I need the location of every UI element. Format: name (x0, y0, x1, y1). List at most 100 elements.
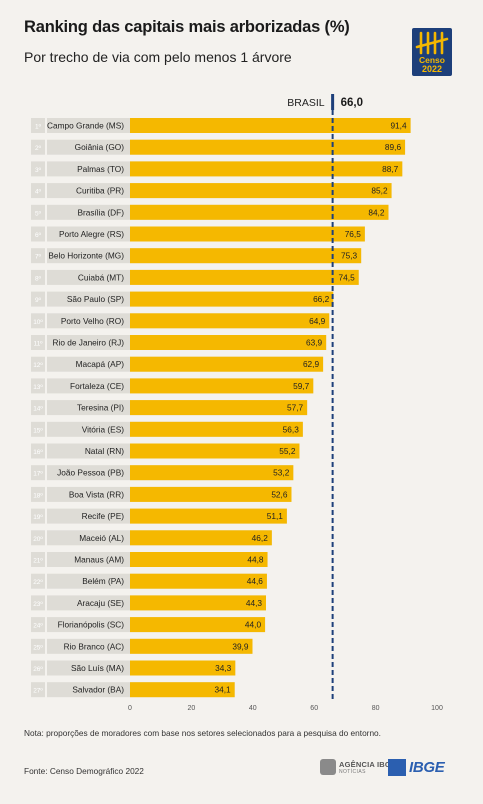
rank-box (31, 660, 45, 676)
bar (130, 682, 235, 698)
bar (130, 573, 267, 589)
rank-box (31, 638, 45, 654)
category-label: Aracaju (SE) (77, 598, 124, 608)
rank-box (31, 508, 45, 524)
value-label: 44,6 (247, 576, 264, 586)
category-label: Palmas (TO) (77, 164, 124, 174)
category-label: Recife (PE) (82, 511, 125, 521)
value-label: 84,2 (368, 207, 385, 217)
rank-box (31, 617, 45, 633)
category-label: Belém (PA) (82, 576, 124, 586)
bar (130, 638, 253, 654)
rank-label: 20º (33, 536, 43, 543)
rank-label: 12º (33, 362, 43, 369)
reference-marker (331, 94, 335, 110)
logo-line2: 2022 (421, 64, 443, 74)
category-label: São Paulo (SP) (67, 294, 124, 304)
rank-label: 7º (35, 254, 42, 261)
category-label: João Pessoa (PB) (57, 468, 124, 478)
bar (130, 204, 389, 220)
rank-label: 2º (35, 145, 42, 152)
rank-label: 16º (33, 449, 43, 456)
category-label: Brasília (DF) (77, 207, 124, 217)
bar (130, 530, 272, 546)
rank-label: 10º (33, 319, 43, 326)
category-label: Rio Branco (AC) (64, 641, 125, 651)
rank-label: 17º (33, 471, 43, 478)
rank-label: 1º (35, 124, 42, 131)
value-label: 53,2 (273, 468, 290, 478)
x-tick-label: 80 (372, 705, 380, 712)
x-tick-label: 20 (188, 705, 196, 712)
rank-label: 8º (35, 275, 42, 282)
category-label: Florianópolis (SC) (58, 620, 125, 630)
category-label: Curitiba (PR) (76, 186, 124, 196)
bar (130, 335, 327, 350)
value-label: 44,3 (246, 598, 263, 608)
category-label: Natal (RN) (85, 446, 124, 456)
bar (130, 161, 403, 177)
rank-label: 21º (33, 558, 43, 565)
rank-box (31, 378, 45, 394)
rank-box (31, 291, 45, 307)
reference-label: BRASIL (287, 97, 325, 109)
bar (130, 552, 268, 567)
value-label: 59,7 (293, 381, 310, 391)
ibge-logo: IBGE (388, 758, 452, 778)
rank-label: 11º (33, 341, 43, 348)
ibge-logo-text: IBGE (409, 759, 445, 776)
rank-label: 27º (33, 688, 43, 695)
rank-label: 18º (33, 492, 43, 499)
value-label: 55,2 (279, 446, 296, 456)
bar (130, 291, 334, 307)
category-label: Boa Vista (RR) (69, 489, 124, 499)
rank-label: 23º (33, 601, 43, 608)
value-label: 39,9 (232, 641, 249, 651)
category-label: Salvador (BA) (72, 685, 124, 695)
bar (130, 660, 236, 676)
bar (130, 183, 392, 199)
reference-value-label: 66,0 (341, 97, 363, 109)
bar (130, 226, 365, 242)
rank-box (31, 595, 45, 611)
value-label: 66,2 (313, 294, 330, 304)
category-label: Vitória (ES) (82, 424, 125, 434)
category-label: Cuiabá (MT) (78, 272, 124, 282)
category-label: Teresina (PI) (77, 403, 124, 413)
bar (130, 313, 330, 329)
category-label: Fortaleza (CE) (70, 381, 124, 391)
rank-box (31, 269, 45, 285)
category-label: Belo Horizonte (MG) (48, 251, 124, 261)
ibge-flag-icon (388, 759, 406, 776)
rank-box (31, 335, 45, 350)
category-label: Goiânia (GO) (75, 142, 125, 152)
value-label: 91,4 (390, 121, 407, 131)
value-label: 51,1 (267, 511, 284, 521)
rank-box (31, 573, 45, 589)
rank-label: 3º (35, 167, 42, 174)
chart-note: Nota: proporções de moradores com base n… (24, 728, 381, 738)
category-label: Maceió (AL) (79, 533, 124, 543)
rank-box (31, 682, 45, 698)
rank-label: 15º (33, 427, 43, 434)
rank-label: 13º (33, 384, 43, 391)
category-label: Manaus (AM) (74, 555, 124, 565)
rank-box (31, 226, 45, 242)
rank-box (31, 465, 45, 481)
rank-box (31, 421, 45, 437)
category-label: São Luís (MA) (71, 663, 124, 673)
value-label: 74,5 (339, 272, 356, 282)
rank-label: 19º (33, 514, 43, 521)
value-label: 75,3 (341, 251, 358, 261)
x-tick-label: 100 (431, 705, 443, 712)
rank-box (31, 400, 45, 416)
value-label: 85,2 (371, 186, 388, 196)
x-tick-label: 40 (249, 705, 257, 712)
logo-line1: Censo (419, 55, 445, 65)
bar (130, 443, 300, 459)
rank-box (31, 161, 45, 177)
value-label: 56,3 (283, 424, 300, 434)
value-label: 89,6 (385, 142, 402, 152)
bar (130, 139, 406, 155)
bar (130, 118, 411, 133)
